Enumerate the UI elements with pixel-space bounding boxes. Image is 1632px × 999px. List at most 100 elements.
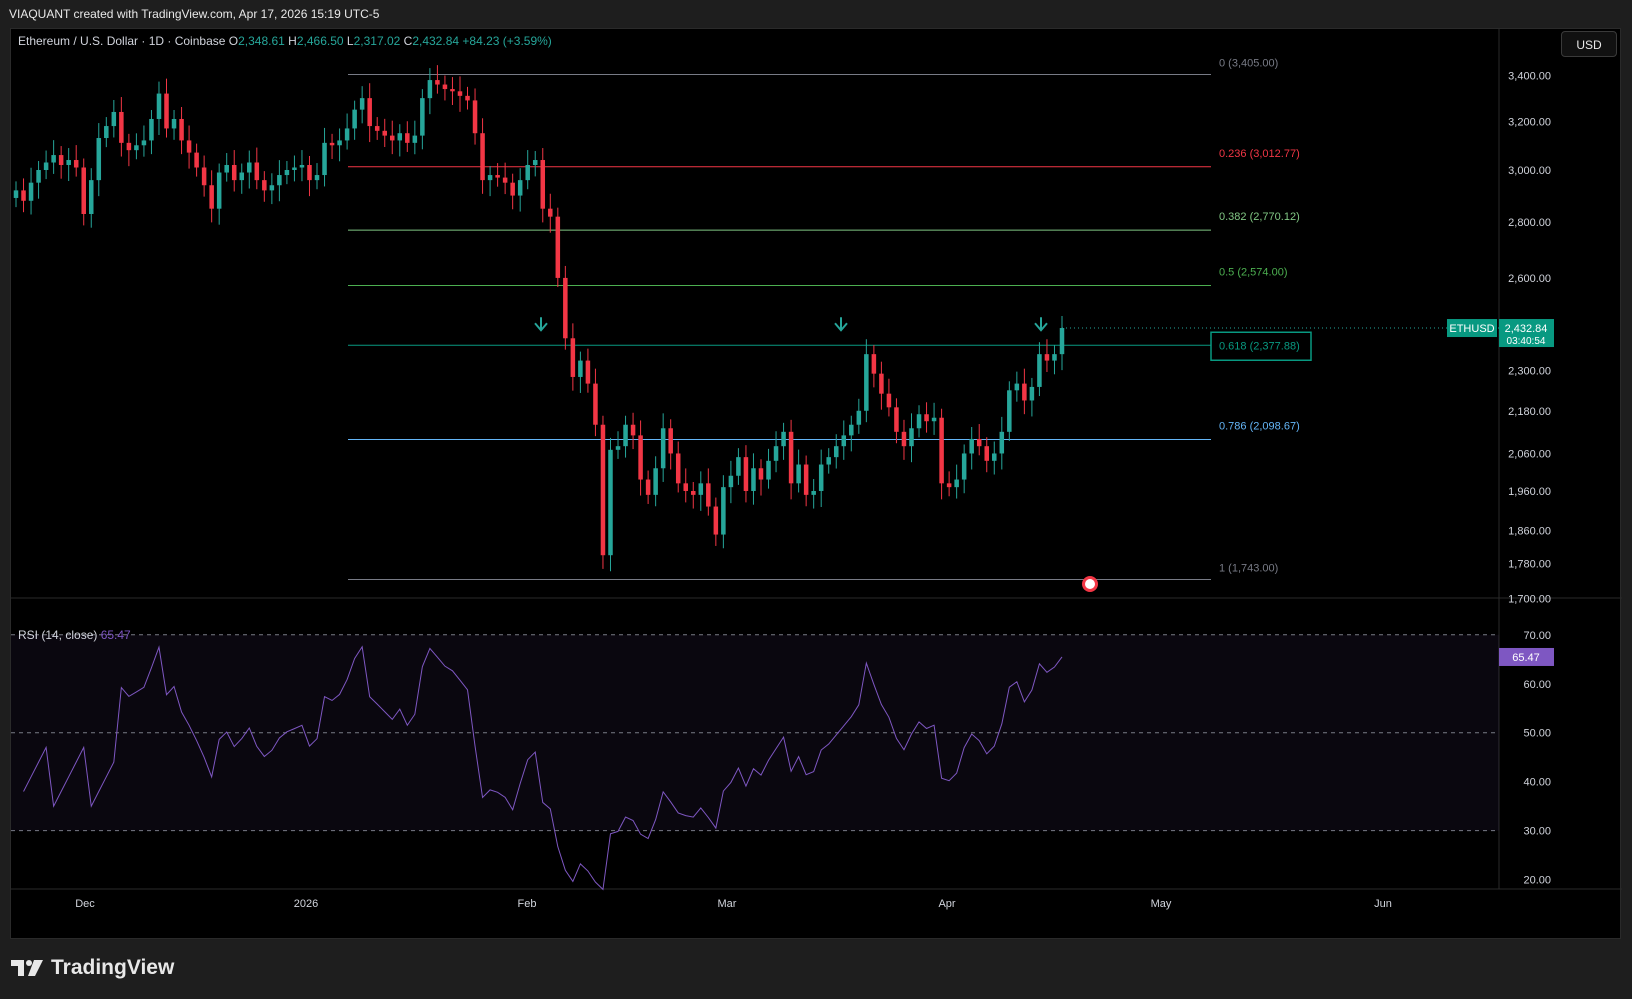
candle-body (502, 177, 508, 183)
symbol-tag-label: ETHUSD (1449, 323, 1494, 335)
candle-body (367, 98, 372, 127)
candle-body (849, 424, 854, 436)
candle-body (555, 216, 561, 278)
currency-button[interactable]: USD (1561, 31, 1617, 57)
candle-body (698, 483, 704, 495)
candle-body (73, 160, 79, 168)
last-price-tag (1499, 319, 1554, 348)
last-price-label: 2,432.84 (1505, 323, 1548, 335)
candle-body (1052, 354, 1057, 361)
rsi-legend: RSI (14, close) 65.47 (18, 628, 131, 642)
low-label: L (346, 34, 354, 48)
price-tick-label: 2,300.00 (1508, 365, 1551, 377)
chart-canvas[interactable]: 1,700.00 1,780.00 1,860.00 1,960.00 2,060.00… (11, 29, 1622, 940)
candle-body (390, 135, 395, 141)
candle-body (901, 431, 907, 447)
candle-body (961, 453, 967, 480)
candle-body (149, 118, 154, 141)
candle-body (668, 428, 673, 454)
symbol-legend: Ethereum / U.S. Dollar · 1D · Coinbase O… (18, 34, 552, 48)
candle-body (465, 95, 470, 101)
close-label: C (403, 34, 413, 48)
candle-body (931, 417, 937, 422)
candle-body (239, 172, 245, 181)
candle-body (510, 182, 515, 196)
candle-body (450, 89, 455, 92)
candle-body (751, 468, 756, 491)
candle-body (472, 100, 478, 134)
candle-body (186, 140, 192, 153)
candle-body (653, 468, 658, 495)
price-tick-label: 1,780.00 (1508, 559, 1551, 571)
candle-body (743, 457, 749, 491)
candle-body (585, 360, 591, 384)
rsi-tick-label: 50.00 (1523, 728, 1551, 740)
candle-body (773, 446, 779, 461)
candle-body (818, 464, 824, 491)
fib-level-label: 0.382 (2,770.12) (1219, 211, 1300, 223)
rsi-tick-label: 40.00 (1523, 777, 1551, 789)
footer (0, 940, 1632, 999)
price-tick-label: 2,600.00 (1508, 273, 1551, 285)
candle-body (164, 93, 169, 129)
candle-body (532, 160, 538, 165)
symbol-tag (1447, 319, 1497, 338)
fib-level-label: 0 (3,405.00) (1219, 58, 1278, 70)
price-tick-label: 2,060.00 (1508, 448, 1551, 460)
time-axis-label: Mar (718, 898, 737, 910)
candle-body (284, 170, 290, 176)
candle-body (382, 130, 387, 136)
candle-body (706, 483, 711, 507)
candle-body (540, 160, 546, 209)
candle-body (412, 135, 418, 143)
candle-body (21, 190, 26, 201)
time-axis-label: May (1151, 898, 1172, 910)
fib-level-label: 0.618 (2,377.88) (1219, 340, 1300, 352)
candle-body (841, 435, 847, 447)
candle-body (420, 98, 425, 136)
candle-body (871, 354, 877, 374)
candle-body (781, 431, 786, 447)
fib-highlight-box (1210, 331, 1312, 362)
candle-body (134, 145, 139, 151)
candle-body (1014, 383, 1020, 391)
fib-level-label: 1 (1,743.00) (1219, 562, 1278, 574)
candle-body (758, 468, 764, 480)
tradingview-logo[interactable]: TradingView (11, 956, 174, 980)
candle-body (1007, 390, 1012, 432)
candle-body (299, 164, 305, 168)
candle-body (630, 424, 636, 436)
candle-body (660, 428, 666, 469)
candle-body (307, 164, 312, 181)
candle-body (916, 414, 922, 429)
candle-body (405, 133, 410, 143)
candle-body (28, 182, 34, 201)
candle-body (119, 111, 124, 143)
candle-body (262, 180, 267, 191)
candle-body (201, 167, 207, 186)
candle-body (833, 446, 839, 458)
candle-body (480, 133, 485, 181)
candle-body (886, 393, 892, 408)
candle-body (269, 185, 275, 191)
candle-body (600, 424, 606, 556)
chart-frame[interactable]: 1,700.00 1,780.00 1,860.00 1,960.00 2,060.00… (10, 28, 1622, 940)
price-tick-label: 1,860.00 (1508, 525, 1551, 537)
candle-body (141, 140, 147, 146)
candle-body (976, 438, 982, 447)
symbol-title: Ethereum / U.S. Dollar · 1D · Coinbase (18, 34, 226, 48)
candle-body (803, 464, 809, 495)
candle-body (126, 142, 132, 151)
down-arrow-icon (534, 317, 548, 332)
price-tick-label: 1,960.00 (1508, 486, 1551, 498)
price-tick-label: 2,180.00 (1508, 406, 1551, 418)
candle-body (194, 152, 199, 168)
candle-body (487, 175, 493, 181)
rsi-legend-value: 65.47 (100, 628, 131, 642)
candle-body (826, 457, 831, 465)
candle-body (645, 479, 651, 495)
candle-body (51, 155, 56, 163)
tradingview-logo-icon (11, 958, 45, 978)
high-value: 2,466.50 (296, 34, 344, 48)
price-tick-label: 1,700.00 (1508, 593, 1551, 605)
